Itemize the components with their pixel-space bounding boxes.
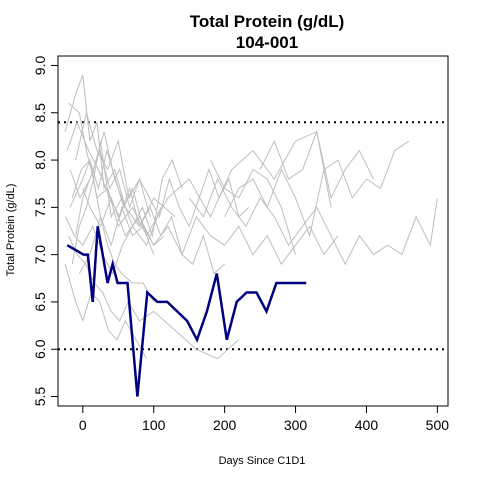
background-series-line-17 [78, 205, 155, 274]
background-series-line-18 [75, 131, 126, 236]
y-tick-label: 8.0 [32, 150, 48, 170]
y-tick-label: 5.5 [32, 387, 48, 407]
background-series-line-5 [66, 120, 225, 275]
y-tick-label: 7.5 [32, 197, 48, 217]
chart-subtitle: 104-001 [236, 33, 298, 52]
background-series-line-11 [69, 148, 250, 228]
x-tick-label: 100 [142, 417, 166, 433]
background-series-line-15 [259, 129, 374, 200]
y-tick-label: 9.0 [32, 56, 48, 76]
background-series-line-8 [71, 148, 165, 246]
plot-frame [57, 55, 449, 407]
y-tick-label: 8.5 [32, 103, 48, 123]
background-series-group [64, 74, 438, 360]
background-series-line-3 [69, 130, 332, 237]
y-tick-label: 6.5 [32, 292, 48, 312]
x-tick-label: 0 [79, 417, 87, 433]
y-tick-label: 6.0 [32, 339, 48, 359]
reference-lines [58, 121, 448, 351]
background-series-line-10 [75, 112, 151, 217]
background-series-line-9 [65, 158, 183, 275]
y-tick-label: 7.0 [32, 245, 48, 265]
x-tick-label: 300 [284, 417, 308, 433]
x-tick-label: 500 [426, 417, 450, 433]
background-series-line-7 [68, 235, 240, 360]
highlight-series-group [66, 226, 307, 397]
background-series-line-16 [210, 159, 296, 255]
background-series-line-1 [64, 74, 176, 228]
background-series-line-14 [224, 140, 410, 238]
highlight-series-line [66, 226, 307, 397]
background-series-line-13 [188, 177, 438, 266]
background-series-line-2 [68, 102, 162, 247]
x-tick-label: 200 [213, 417, 237, 433]
y-axis-label: Total Protein (g/dL) [5, 184, 17, 277]
background-series-line-4 [71, 178, 155, 303]
axes: 0 100 200 300 400 500 5.5 6.0 6.5 7.0 7.5 8.0 8.5 9.0 [32, 55, 450, 433]
x-tick-label: 400 [355, 417, 379, 433]
chart-title: Total Protein (g/dL) [190, 12, 345, 31]
x-axis-label: Days Since C1D1 [219, 455, 306, 467]
